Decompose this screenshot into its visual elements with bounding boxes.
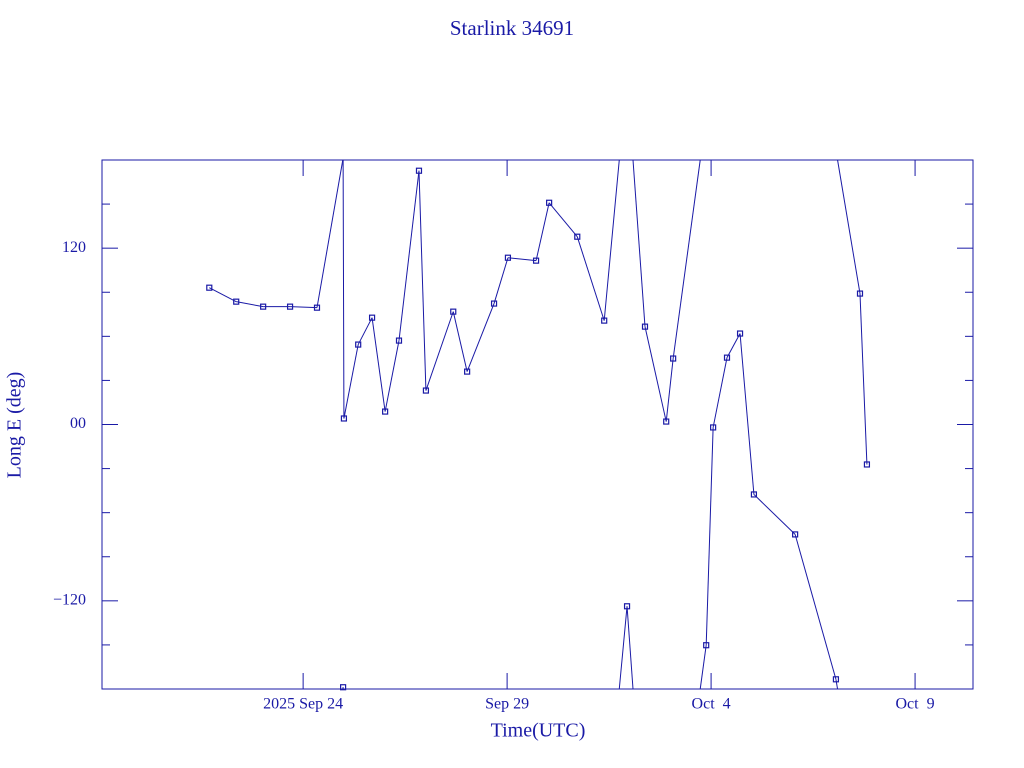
line-segment	[535, 202, 550, 261]
line-segment	[357, 317, 373, 345]
data-point	[710, 424, 717, 431]
line-segment	[699, 645, 707, 690]
data-point	[464, 368, 471, 375]
data-point	[601, 317, 608, 324]
data-point	[415, 167, 423, 174]
data-point	[340, 684, 347, 691]
line-segment	[712, 357, 728, 428]
line-segment	[644, 326, 667, 422]
line-segment	[726, 333, 741, 358]
x-tick-label: Oct 4	[692, 696, 731, 713]
line-segment	[452, 311, 468, 372]
line-segment	[603, 159, 620, 321]
line-segment	[548, 202, 578, 238]
chart-title: Starlink 34691	[450, 16, 574, 40]
line-segment	[342, 159, 345, 419]
line-segment	[418, 170, 427, 391]
x-tick-label: 2025 Sep 24	[263, 696, 343, 713]
line-segment	[859, 293, 868, 465]
line-segment	[626, 606, 634, 690]
data-point	[863, 461, 871, 468]
data-point	[490, 300, 498, 307]
y-tick-label: 00	[70, 415, 86, 432]
line-segment	[665, 358, 674, 422]
data-point	[750, 491, 758, 498]
line-segment	[672, 159, 701, 359]
line-segment	[493, 257, 509, 304]
y-tick-label: 120	[62, 239, 86, 256]
data-point	[313, 304, 321, 311]
data-point	[703, 642, 710, 649]
line-segment	[384, 340, 400, 412]
line-segment	[576, 236, 605, 321]
line-segment	[739, 333, 755, 495]
line-segment	[632, 159, 646, 327]
plot-frame	[101, 159, 974, 690]
data-point	[641, 323, 649, 330]
line-segment	[835, 679, 839, 690]
line-segment	[753, 494, 796, 535]
data-point	[504, 254, 512, 261]
data-point	[286, 303, 294, 310]
data-point	[340, 415, 348, 422]
data-point	[395, 337, 403, 344]
data-point	[546, 199, 553, 206]
y-tick-label: −120	[53, 592, 86, 609]
data-point	[532, 257, 540, 264]
data-point	[663, 418, 670, 425]
line-segment	[371, 317, 386, 412]
data-point	[723, 354, 731, 361]
data-point	[856, 290, 864, 297]
data-point	[832, 676, 840, 683]
line-segment	[290, 306, 318, 309]
line-segment	[236, 301, 264, 308]
data-point	[450, 308, 457, 315]
line-segment	[466, 303, 495, 372]
line-segment	[618, 606, 628, 690]
line-segment	[425, 311, 454, 391]
data-point	[792, 531, 799, 538]
x-tick-label: Sep 29	[485, 696, 529, 713]
x-tick-label: Oct 9	[896, 696, 935, 713]
data-point	[382, 408, 389, 415]
data-point	[422, 387, 430, 394]
line-segment	[507, 257, 537, 262]
x-axis-label: Time(UTC)	[491, 720, 586, 742]
line-segment	[837, 159, 861, 294]
line-segment	[209, 287, 237, 303]
line-segment	[794, 534, 837, 680]
data-point	[623, 603, 631, 610]
data-point	[355, 341, 362, 348]
y-axis-label: Long E (deg)	[4, 372, 26, 479]
line-segment	[705, 427, 714, 646]
data-point	[233, 298, 240, 305]
data-point	[206, 284, 213, 291]
line-segment	[398, 170, 420, 341]
line-segment	[343, 344, 359, 419]
line-segment	[316, 159, 344, 308]
data-point	[574, 233, 581, 240]
data-point	[260, 303, 267, 310]
data-point	[670, 355, 677, 362]
data-point	[368, 314, 376, 321]
data-point	[736, 330, 744, 337]
